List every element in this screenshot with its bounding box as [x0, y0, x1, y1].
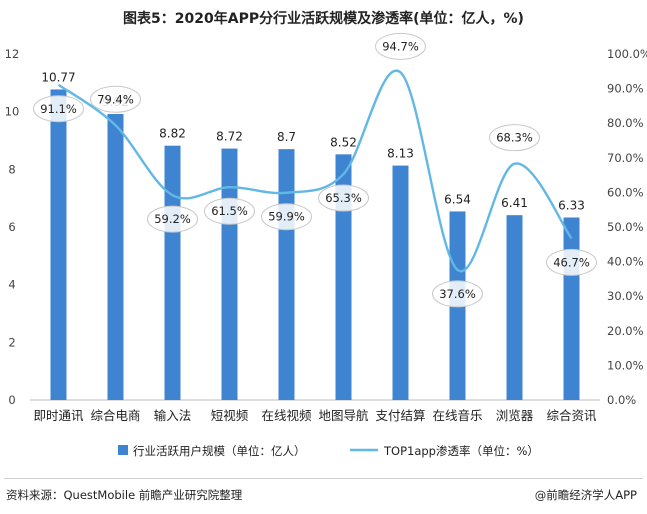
bar-value-label: 6.33 — [558, 198, 585, 212]
rate-value-label: 91.1% — [40, 102, 77, 116]
rate-label-bubble — [489, 124, 540, 152]
rate-value-label: 59.2% — [154, 212, 191, 226]
penetration-rate-line — [57, 69, 573, 273]
bar — [107, 113, 124, 401]
bar-value-label: 8.13 — [387, 147, 414, 161]
right-axis-tick-label: 40.0% — [607, 255, 644, 269]
right-axis-tick-label: 70.0% — [607, 151, 644, 165]
right-axis-tick-label: 20.0% — [607, 324, 644, 338]
left-axis-tick-label: 4 — [8, 278, 15, 292]
brand-credit: @前瞻经济学人APP — [534, 488, 637, 502]
category-label: 地图导航 — [318, 408, 369, 423]
category-label: 在线视频 — [261, 408, 312, 423]
rate-value-label: 37.6% — [439, 287, 476, 301]
legend-line-label: TOP1app渗透率（单位：%） — [383, 444, 539, 458]
category-label: 输入法 — [154, 408, 192, 423]
category-label: 支付结算 — [375, 408, 425, 423]
chart-title: 图表5：2020年APP分行业活跃规模及渗透率(单位：亿人，%) — [123, 11, 524, 27]
bar — [392, 165, 409, 400]
rate-value-label: 65.3% — [325, 191, 362, 205]
rate-label-bubble — [90, 85, 141, 113]
right-axis-tick-label: 90.0% — [607, 82, 644, 96]
bar-value-label: 8.72 — [216, 130, 243, 144]
rate-value-label: 61.5% — [211, 204, 248, 218]
right-axis-tick-label: 0.0% — [607, 393, 636, 407]
source-note: 资料来源：QuestMobile 前瞻产业研究院整理 — [6, 488, 243, 502]
category-label: 综合资讯 — [546, 408, 597, 423]
legend-bar-label: 行业活跃用户规模（单位：亿人） — [133, 444, 306, 458]
left-axis-tick-label: 10 — [5, 105, 20, 119]
bar — [278, 149, 295, 400]
bar-value-label: 6.54 — [444, 192, 471, 206]
category-label: 在线音乐 — [432, 408, 482, 423]
category-label: 综合电商 — [90, 408, 140, 423]
legend-bar-swatch — [118, 445, 128, 455]
rate-label-bubble — [375, 32, 426, 60]
rate-label-bubble — [204, 197, 255, 225]
bar-value-label: 8.52 — [330, 135, 357, 149]
left-axis-tick-label: 2 — [8, 335, 15, 349]
rate-value-label: 94.7% — [382, 39, 419, 53]
bar — [164, 145, 181, 400]
rate-value-label: 59.9% — [268, 210, 305, 224]
bar-value-label: 8.82 — [159, 127, 186, 141]
rate-value-label: 79.4% — [97, 92, 134, 106]
left-axis-tick-label: 0 — [8, 393, 15, 407]
bar-value-label: 10.77 — [41, 70, 75, 84]
bar-value-label: 8.7 — [277, 130, 296, 144]
category-label: 即时通讯 — [33, 408, 84, 423]
bar — [335, 154, 352, 400]
rate-label-bubble — [33, 95, 84, 123]
bar-value-label: 6.41 — [501, 196, 528, 210]
rate-label-bubble — [546, 248, 597, 276]
category-label: 浏览器 — [496, 408, 534, 423]
rate-label-bubble — [147, 205, 198, 233]
right-axis-tick-label: 60.0% — [607, 185, 644, 199]
bar — [563, 217, 580, 400]
bar — [506, 215, 523, 400]
right-axis-tick-label: 30.0% — [607, 289, 644, 303]
right-axis-tick-label: 100.0% — [607, 47, 647, 61]
rate-label-bubble — [261, 203, 312, 231]
footer-divider — [4, 478, 643, 479]
rate-value-label: 68.3% — [496, 131, 533, 145]
left-axis-tick-label: 6 — [8, 220, 15, 234]
right-axis-tick-label: 50.0% — [607, 220, 644, 234]
category-label: 短视频 — [211, 408, 249, 423]
left-axis-tick-label: 12 — [5, 47, 20, 61]
right-axis-tick-label: 80.0% — [607, 116, 644, 130]
rate-value-label: 46.7% — [553, 255, 590, 269]
left-axis-tick-label: 8 — [8, 162, 15, 176]
bar — [50, 89, 67, 400]
rate-label-bubble — [432, 280, 483, 308]
right-axis-tick-label: 10.0% — [607, 358, 644, 372]
rate-label-bubble — [318, 184, 369, 212]
